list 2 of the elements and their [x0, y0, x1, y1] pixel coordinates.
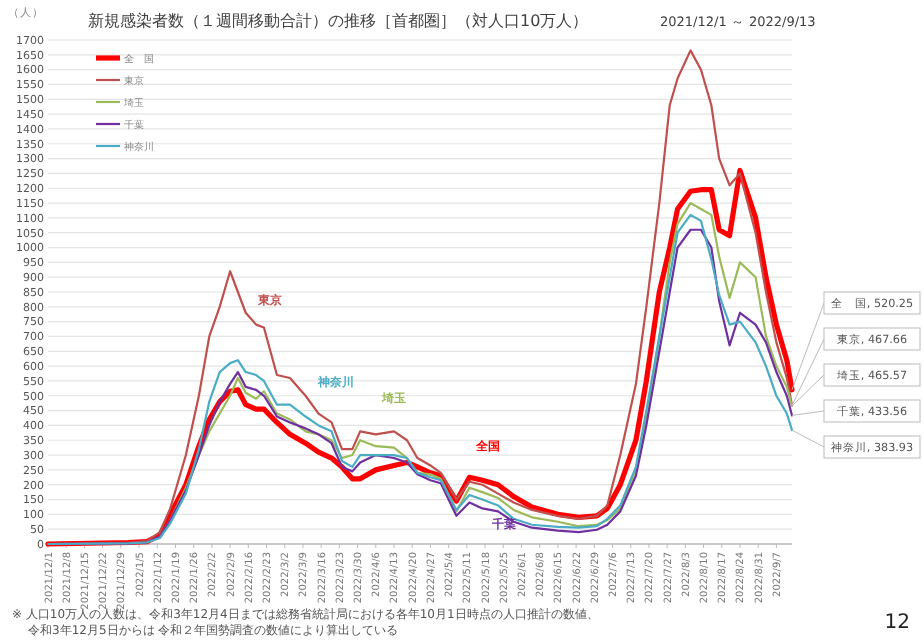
- chart-title: 新規感染者数（１週間移動合計）の推移［首都圏］（対人口10万人）: [88, 12, 589, 30]
- text: 12: [884, 612, 910, 634]
